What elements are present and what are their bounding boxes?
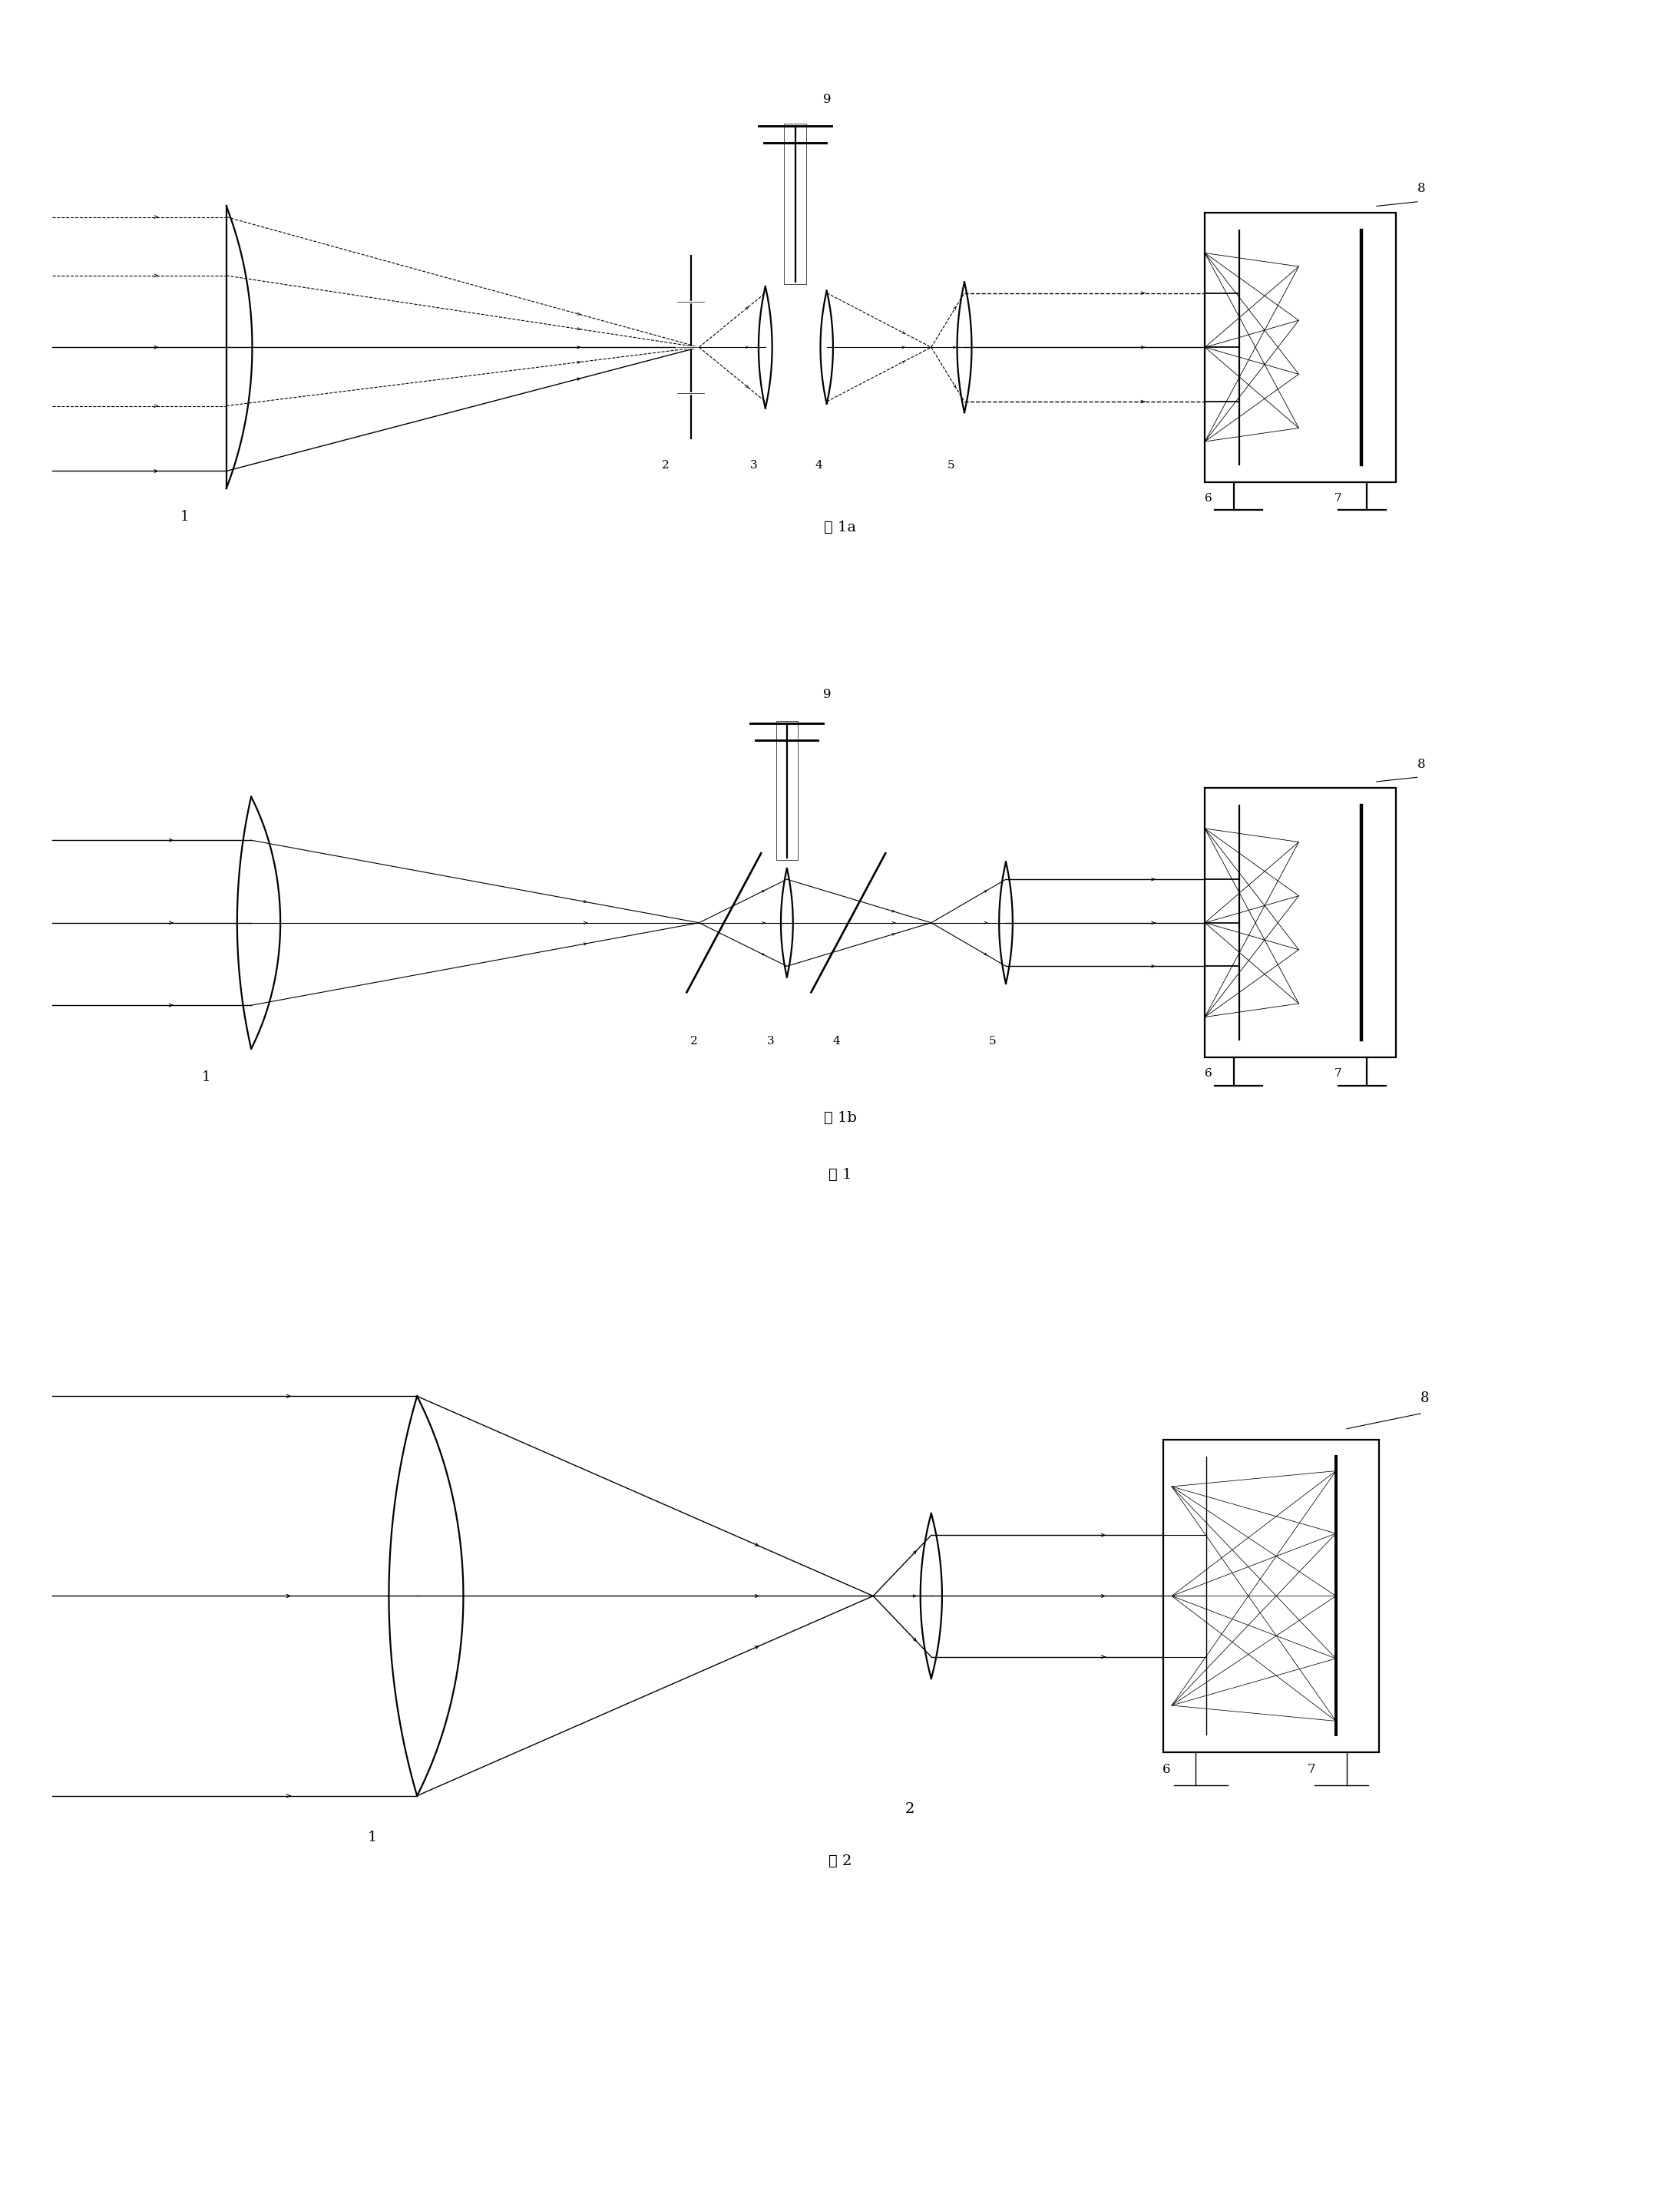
- Bar: [785, 123, 806, 285]
- Text: 7: 7: [1307, 1763, 1315, 1776]
- Text: 3: 3: [749, 461, 758, 471]
- Text: 4: 4: [833, 1035, 840, 1046]
- Text: 6: 6: [1205, 493, 1211, 504]
- Text: 图 1b: 图 1b: [823, 1112, 857, 1125]
- Text: 7: 7: [1334, 493, 1341, 504]
- Text: 9: 9: [823, 92, 832, 105]
- Text: 2: 2: [690, 1035, 697, 1046]
- Text: 7: 7: [1334, 1068, 1341, 1079]
- Bar: [1205, 787, 1396, 1057]
- Text: 1: 1: [368, 1831, 376, 1844]
- Text: 图 1: 图 1: [828, 1167, 852, 1182]
- Text: 2: 2: [906, 1803, 914, 1816]
- Bar: [776, 721, 798, 860]
- Text: 图 1a: 图 1a: [823, 520, 857, 535]
- Text: 3: 3: [766, 1035, 774, 1046]
- Text: 5: 5: [948, 461, 954, 471]
- Text: 8: 8: [1418, 182, 1425, 195]
- Text: 1: 1: [180, 511, 190, 524]
- Text: 图 2: 图 2: [828, 1853, 852, 1868]
- Text: 4: 4: [815, 461, 822, 471]
- Text: 5: 5: [990, 1035, 996, 1046]
- Text: 2: 2: [662, 461, 670, 471]
- Text: 9: 9: [823, 689, 832, 702]
- Bar: [1205, 213, 1396, 482]
- Text: 1: 1: [202, 1070, 210, 1083]
- Text: 8: 8: [1421, 1390, 1430, 1406]
- Text: 6: 6: [1205, 1068, 1211, 1079]
- Text: 6: 6: [1163, 1763, 1171, 1776]
- Bar: [1164, 1439, 1379, 1752]
- Text: 8: 8: [1418, 759, 1425, 770]
